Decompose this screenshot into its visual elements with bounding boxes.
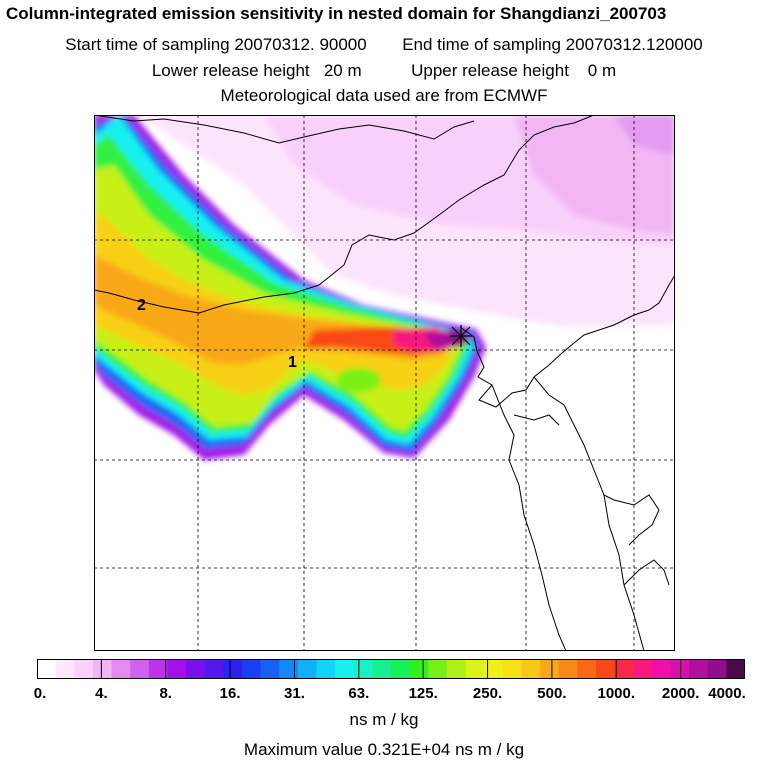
colorbar-swatch [353,659,373,679]
colorbar-swatch [92,659,113,679]
colorbar-swatch [316,659,336,679]
colorbar-swatch [55,659,75,679]
colorbar-swatch [167,659,187,679]
colorbar-tick-label: 500. [537,685,567,702]
colorbar-tick-label: 0. [33,685,47,702]
sampling-end: End time of sampling 20070312.120000 [402,35,703,54]
colorbar-swatch [595,659,616,679]
colorbar-swatch [446,659,467,679]
colorbar-swatch [335,659,355,679]
colorbar-swatch [391,659,411,679]
colorbar-swatch [707,659,727,679]
colorbar-tick-label: 1000. [597,685,636,702]
colorbar-swatch [577,659,597,679]
colorbar-swatch [204,659,224,679]
colorbar-swatch [670,659,690,679]
coastlines-borders [94,115,675,651]
low-sensitivity-field [134,115,675,327]
colorbar-tick-label: 63. [348,685,370,702]
colorbar-units: ns m / kg [349,710,419,729]
colorbar-swatch [484,659,504,679]
trajectory-label-1: 1 [288,354,297,371]
colorbar-swatch [614,659,634,679]
sampling-times: Start time of sampling 20070312. 90000 E… [0,35,768,55]
met-source: Meteorological data used are from ECMWF [220,86,548,105]
colorbar-swatch [521,659,541,679]
release-upper: Upper release height 0 m [411,61,617,80]
colorbar-swatch [689,659,709,679]
colorbar-swatch [37,659,57,679]
release-heights: Lower release height 20 m Upper release … [0,61,768,81]
colorbar-swatch [465,659,485,679]
emission-plume [94,115,486,460]
colorbar-swatch [540,659,560,679]
colorbar-swatch [74,659,94,679]
colorbar-swatch [651,659,671,679]
colorbar-tick-label: 2000. [661,685,700,702]
colorbar-swatch [111,659,131,679]
colorbar [36,659,746,679]
colorbar-swatch [558,659,578,679]
colorbar-tick-label: 16. [219,685,241,702]
graticule [94,115,675,651]
colorbar-swatch [409,659,429,679]
release-lower: Lower release height 20 m [151,61,362,80]
colorbar-swatch [633,659,653,679]
colorbar-swatch [502,659,522,679]
maximum-value: Maximum value 0.321E+04 ns m / kg [243,740,525,759]
emission-map: 1 2 [94,115,675,651]
colorbar-swatch [372,659,392,679]
colorbar-swatch [148,659,168,679]
trajectory-label-2: 2 [137,297,146,314]
colorbar-swatch [241,659,262,679]
colorbar-tick-label: 8. [159,685,172,702]
colorbar-swatch [260,659,280,679]
colorbar-swatch [428,659,448,679]
colorbar-border [37,659,745,679]
receptor-marker [450,325,472,347]
colorbar-tick-label: 31. [284,685,305,702]
colorbar-swatch [279,659,299,679]
colorbar-tick-label: 250. [472,685,503,702]
colorbar-swatch [297,659,317,679]
colorbar-tick-label: 4000. [708,685,746,702]
colorbar-swatch [726,659,746,679]
sampling-start: Start time of sampling 20070312. 90000 [65,35,367,54]
colorbar-tick-label: 125. [408,685,438,702]
map-title: Column-integrated emission sensitivity i… [6,4,667,23]
colorbar-swatch [130,659,150,679]
colorbar-swatch [223,659,243,679]
colorbar-tick-label: 4. [95,685,108,702]
colorbar-swatch [186,659,206,679]
